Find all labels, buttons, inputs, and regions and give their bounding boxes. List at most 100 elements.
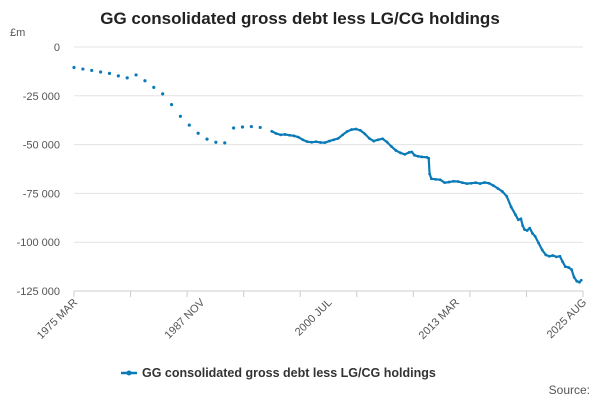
- x-tick-label: 1987 NOV: [163, 296, 208, 341]
- data-point: [544, 253, 548, 257]
- data-point: [327, 139, 331, 143]
- data-point: [99, 70, 103, 74]
- data-point: [398, 151, 402, 155]
- data-point: [492, 184, 495, 187]
- data-point: [196, 131, 200, 135]
- data-point: [420, 155, 424, 159]
- data-point: [533, 234, 537, 238]
- data-point: [516, 218, 520, 222]
- data-point: [187, 123, 191, 127]
- data-point: [496, 187, 500, 190]
- data-point: [323, 141, 327, 145]
- data-point: [223, 141, 227, 145]
- data-point: [249, 125, 253, 129]
- y-axis-unit-label: £m: [10, 27, 25, 39]
- data-point: [310, 140, 314, 144]
- data-point: [283, 133, 287, 136]
- data-point: [134, 73, 138, 77]
- data-point: [537, 241, 541, 245]
- data-point: [410, 150, 414, 154]
- data-point: [314, 140, 318, 144]
- data-point: [413, 153, 416, 157]
- data-point: [363, 132, 367, 136]
- data-point: [528, 226, 532, 230]
- legend[interactable]: GG consolidated gross debt less LG/CG ho…: [121, 366, 436, 380]
- data-point: [232, 126, 236, 130]
- data-point: [505, 194, 509, 198]
- data-point: [474, 181, 478, 185]
- data-point: [427, 156, 431, 160]
- data-point: [567, 266, 571, 269]
- x-axis: 1975 MAR 1987 NOV 2000 JUL 2013 MAR 2025 AUG: [35, 290, 589, 342]
- data-point: [570, 268, 573, 271]
- data-point: [292, 134, 296, 138]
- y-tick-label: -125 000: [17, 286, 60, 298]
- data-point: [563, 265, 567, 268]
- series-annual-points: [72, 65, 262, 145]
- data-point: [525, 229, 529, 232]
- data-point: [487, 181, 491, 185]
- data-point: [447, 180, 451, 184]
- data-point: [561, 260, 565, 264]
- data-point: [258, 125, 262, 130]
- data-point: [341, 133, 345, 137]
- y-tick-label: -75 000: [23, 188, 60, 200]
- data-point: [90, 68, 94, 73]
- data-point: [478, 182, 482, 186]
- data-point: [205, 137, 209, 141]
- data-point: [578, 280, 581, 284]
- data-point: [178, 114, 183, 118]
- data-point: [270, 129, 274, 133]
- data-point: [434, 177, 438, 181]
- data-point: [143, 79, 147, 83]
- source-label: Source:: [549, 383, 590, 397]
- data-point: [125, 76, 129, 80]
- data-point: [214, 140, 218, 144]
- data-point: [350, 128, 353, 131]
- data-point: [551, 254, 555, 257]
- x-tick-label: 2000 JUL: [293, 297, 335, 339]
- data-point: [305, 140, 309, 144]
- data-point: [483, 181, 486, 184]
- legend-swatch-marker: [126, 370, 132, 376]
- y-tick-label: -25 000: [23, 91, 60, 103]
- data-point: [376, 138, 380, 142]
- data-point: [514, 213, 518, 217]
- data-point: [438, 178, 442, 182]
- data-point: [319, 141, 322, 144]
- y-tick-label: -100 000: [17, 237, 60, 249]
- series-monthly-line: [270, 127, 583, 284]
- data-point: [240, 125, 245, 129]
- legend-label: GG consolidated gross debt less LG/CG ho…: [142, 366, 436, 380]
- data-point: [461, 181, 464, 185]
- data-point: [381, 137, 384, 141]
- data-point: [509, 205, 513, 209]
- data-point: [332, 138, 336, 142]
- data-point: [500, 190, 504, 193]
- y-tick-label: -50 000: [23, 140, 60, 152]
- data-point: [428, 172, 431, 176]
- data-point: [429, 177, 433, 181]
- series-line: [271, 127, 583, 284]
- x-tick-label: 2013 MAR: [417, 297, 462, 342]
- data-point: [469, 181, 473, 185]
- data-point: [579, 278, 583, 282]
- data-point: [116, 74, 120, 78]
- data-point: [403, 152, 407, 156]
- data-point: [336, 136, 340, 140]
- data-point: [169, 102, 174, 107]
- data-point: [575, 279, 579, 283]
- data-point: [107, 71, 112, 75]
- data-point: [345, 130, 349, 133]
- data-point: [407, 151, 411, 154]
- data-point: [521, 224, 525, 228]
- data-point: [367, 136, 371, 140]
- data-point: [354, 127, 358, 131]
- data-point: [547, 254, 551, 258]
- data-point: [390, 145, 393, 148]
- gridlines: [74, 46, 583, 292]
- data-point: [161, 92, 165, 96]
- data-point: [465, 182, 469, 186]
- data-point: [572, 275, 576, 279]
